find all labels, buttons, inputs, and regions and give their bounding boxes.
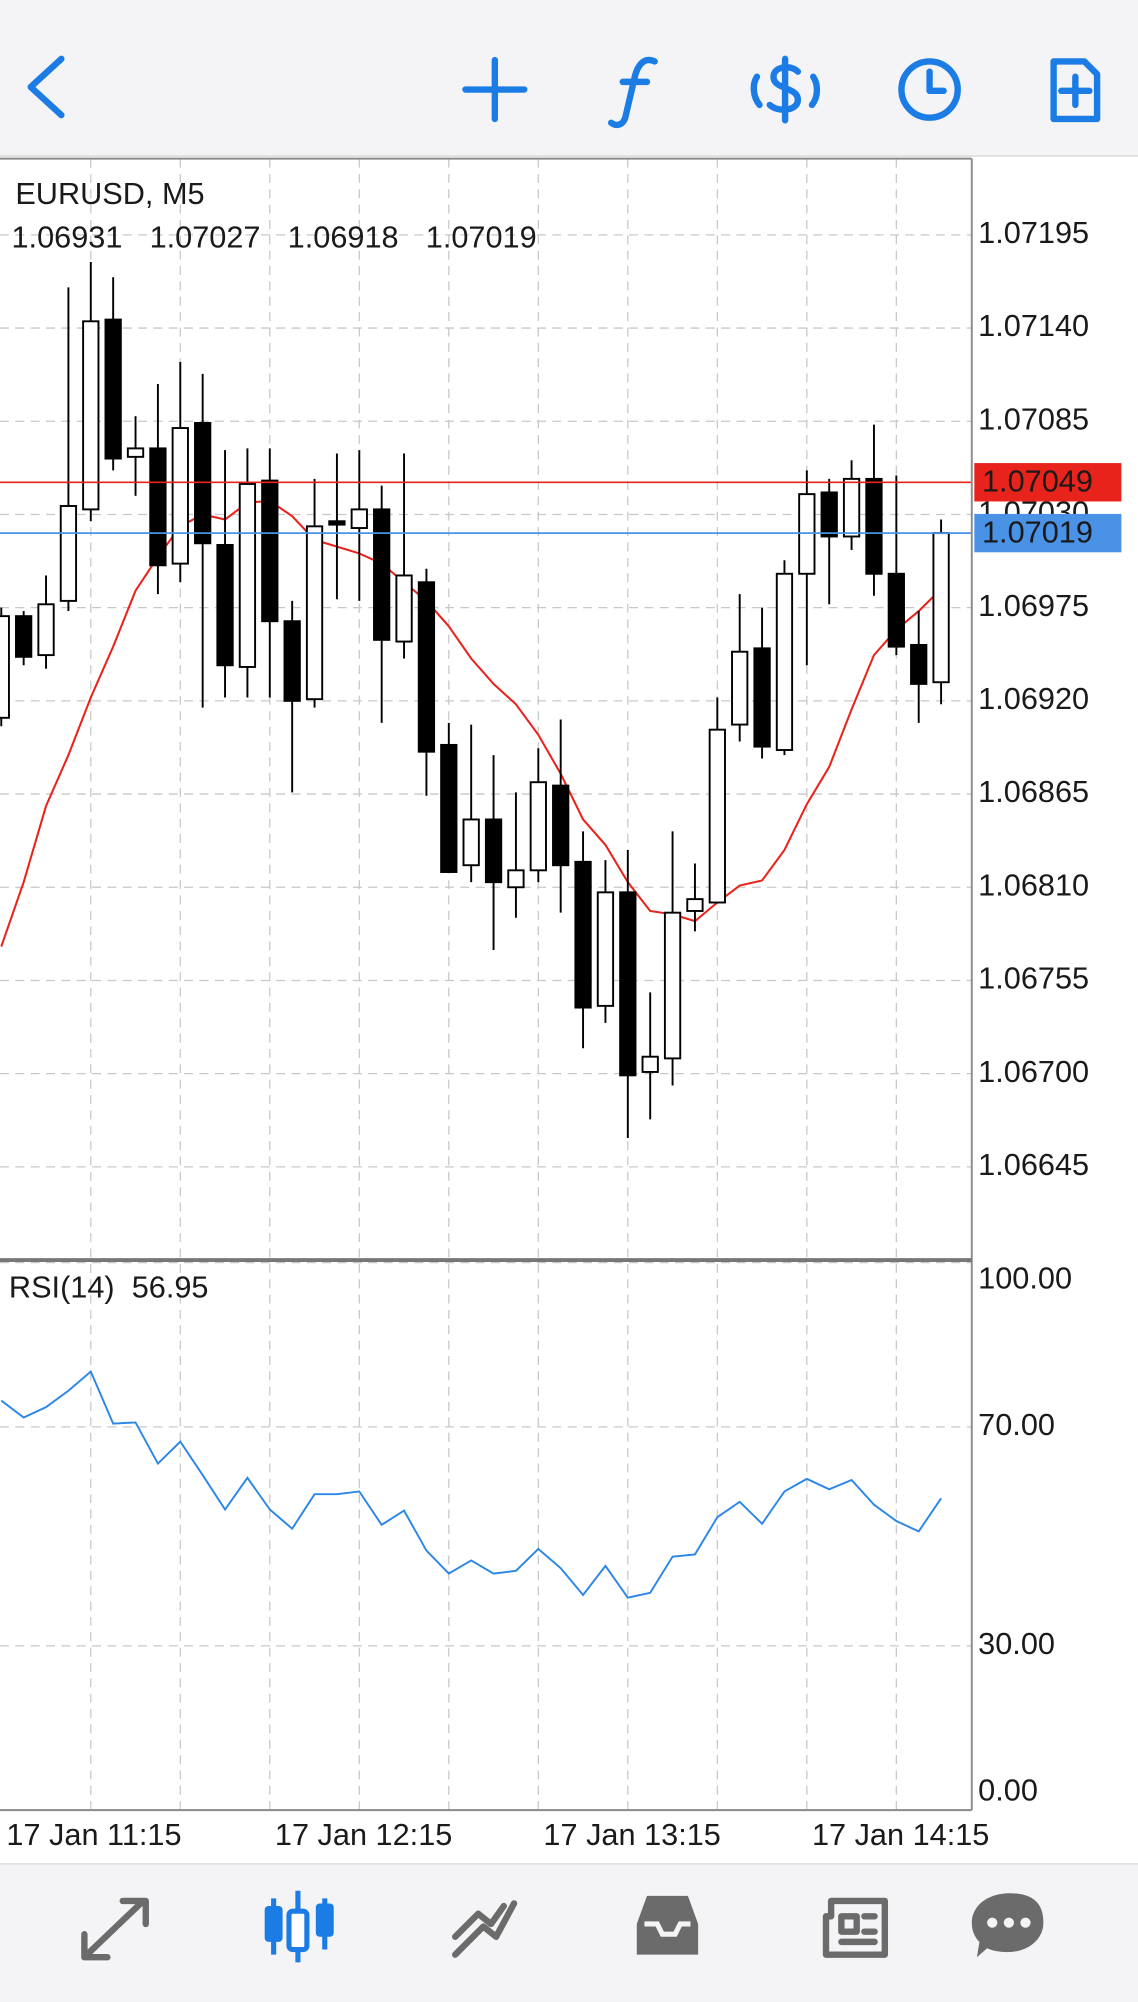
ohlc-close: 1.07019 [426,219,537,254]
price-label-box [974,513,1122,553]
ohlc-high: 1.07027 [150,219,261,254]
y-tick-label: 0.00 [978,1772,1038,1807]
back-button[interactable] [27,55,65,119]
price-label: 1.07019 [982,514,1093,549]
crosshair-button[interactable] [462,56,528,123]
y-tick-label: 1.07195 [978,215,1089,250]
price-label-box [974,463,1122,502]
candle-body [798,493,816,575]
candle-body [663,911,682,1060]
indicators-button[interactable] [607,56,658,129]
candle-body [328,520,346,526]
candle-body [731,650,749,726]
candle-body [842,477,861,538]
candle-body [462,818,480,867]
candle-body [59,505,78,602]
bottom-nav [0,1863,1138,2002]
candle-body [596,891,615,1007]
y-tick-label: 1.07085 [978,401,1089,436]
candle-body [619,891,637,1077]
candle-body [350,508,368,529]
nav-trade[interactable] [452,1900,518,1958]
candle-body [686,898,704,912]
rsi-value: 56.95 [132,1270,209,1305]
ohlc-open: 1.06931 [12,219,123,254]
candle-body [932,532,950,684]
x-tick-label: 17 Jan 12:15 [275,1817,452,1852]
candle-body [82,320,100,511]
rsi-title: RSI(14) [9,1270,115,1305]
candle-body [507,869,525,889]
candle-body [910,643,928,685]
candle-body [126,447,145,458]
y-tick-label: 1.06810 [978,867,1089,902]
candle-body [261,479,279,623]
nav-news[interactable] [822,1897,889,1958]
candle-body [238,483,257,668]
nav-chart[interactable] [264,1890,334,1963]
y-tick-label: 1.06920 [978,681,1089,716]
nav-chat[interactable] [971,1893,1044,1958]
candle-body [574,860,592,1009]
candle-body [15,615,33,658]
candle-body [104,318,122,460]
candle-body [484,818,503,884]
plot-area [0,158,972,1811]
template-button[interactable] [1050,58,1101,123]
trade-button[interactable] [750,55,821,124]
x-tick-label: 17 Jan 14:15 [812,1817,989,1852]
candle-body [283,620,301,702]
candle-body [37,603,55,657]
y-tick-label: 1.06700 [978,1054,1089,1089]
candle-body [216,544,234,667]
toolbar [0,0,1138,157]
y-tick-label: 1.06645 [978,1147,1089,1182]
candle-body [171,427,189,565]
candle-body [865,477,883,575]
ohlc-low: 1.06918 [288,219,399,254]
timeframe-button[interactable] [898,58,961,121]
symbol-title: EURUSD, M5 [15,176,204,211]
candle-body [552,784,570,867]
candle-body [753,647,771,748]
candle-body [194,422,212,545]
nav-quotes[interactable] [81,1897,149,1961]
rsi-line [0,1369,942,1599]
y-tick-label: 30.00 [978,1626,1055,1661]
x-tick-label: 17 Jan 11:15 [6,1817,181,1852]
candle-body [887,572,905,648]
price-label: 1.07049 [982,464,1093,499]
y-tick-label: 1.06865 [978,774,1089,809]
candle-body [373,508,391,641]
candle-body [417,581,436,753]
y-tick-label: 70.00 [978,1407,1055,1442]
candle-body [708,728,726,904]
y-tick-label: 1.06975 [978,588,1089,623]
candle-body [641,1055,659,1073]
candle-body [775,572,794,751]
candle-body [395,574,413,643]
candle-body [305,525,324,701]
plot [0,261,972,1599]
x-tick-label: 17 Jan 13:15 [543,1817,720,1852]
y-tick-label: 1.06755 [978,961,1089,996]
nav-history[interactable] [636,1895,699,1955]
candle-body [0,615,10,719]
candle-body [820,491,838,538]
y-tick-label: 1.07140 [978,308,1089,343]
candle-body [149,447,167,567]
candle-body [440,743,458,873]
candle-body [529,781,547,872]
y-tick-label: 100.00 [978,1261,1072,1296]
labels: 1.071951.071401.070851.070301.069751.069… [6,215,1122,1852]
